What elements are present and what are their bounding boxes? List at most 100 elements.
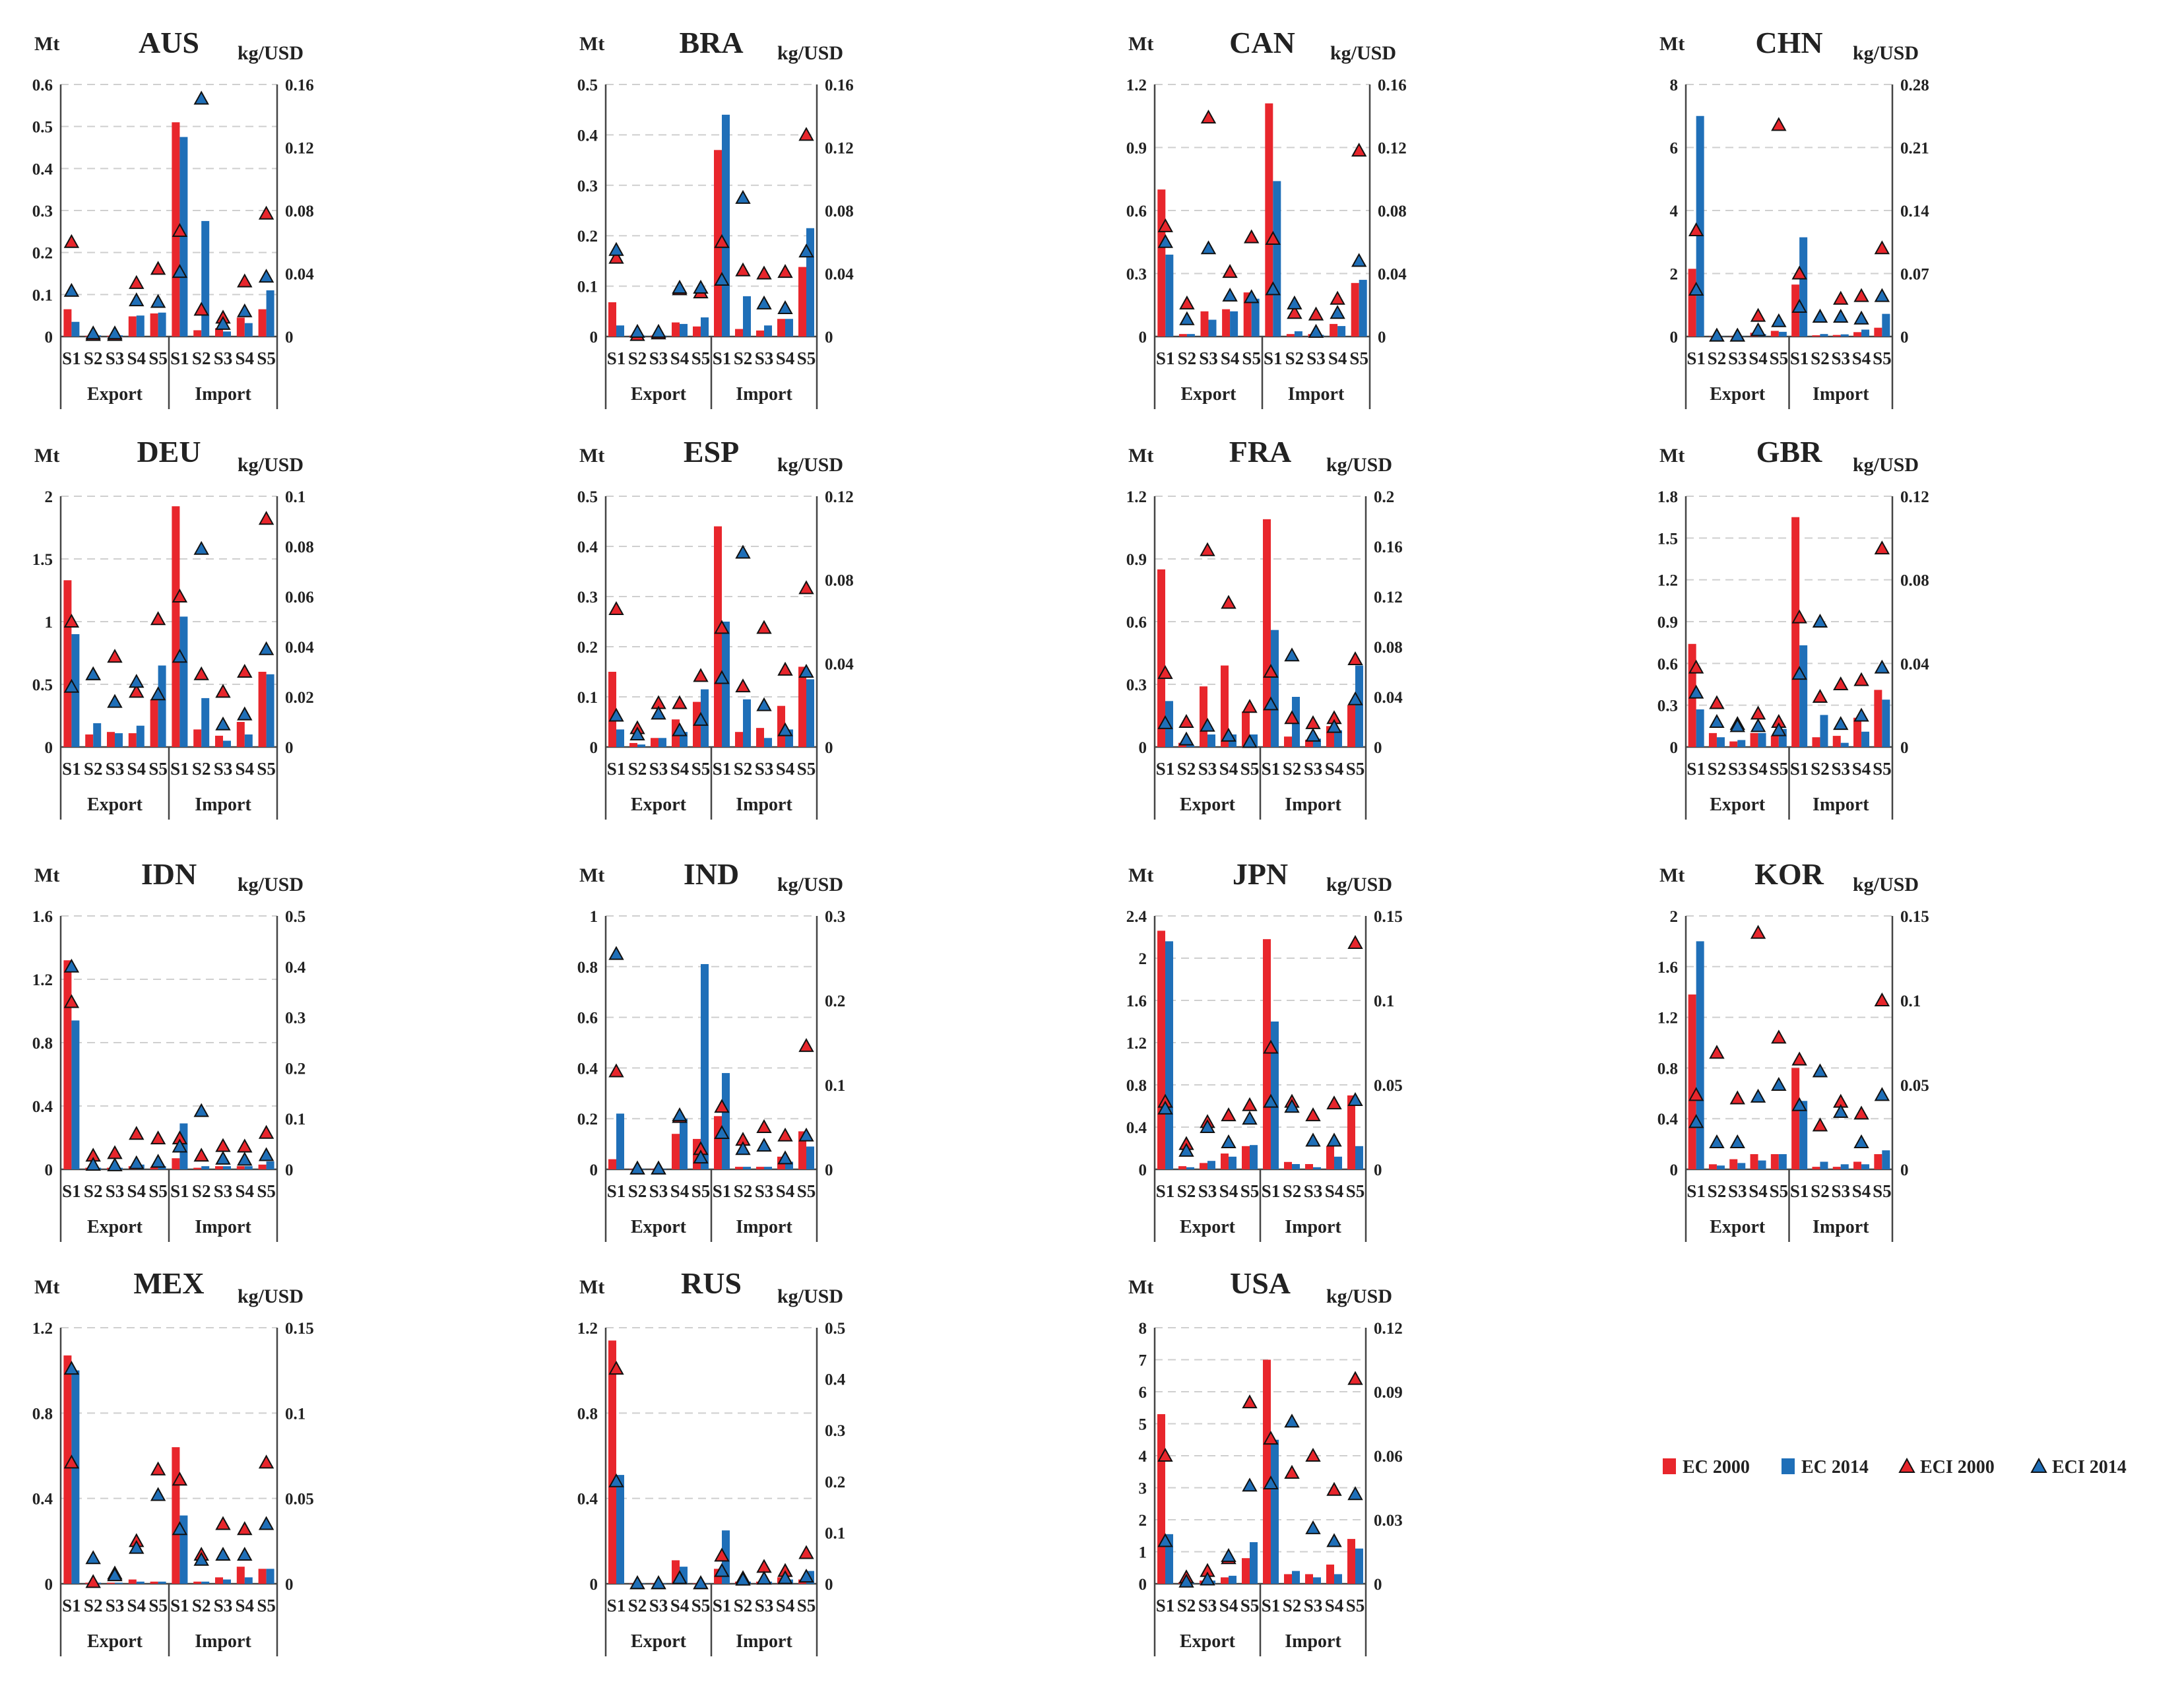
marker-eci2000 <box>1157 218 1173 232</box>
bar-ec2000 <box>85 734 94 747</box>
y-right-tick-label: 0 <box>1374 1576 1382 1594</box>
bar-ec2014 <box>266 290 274 337</box>
bar-ec2014 <box>616 1475 624 1584</box>
x-tick-label: S1 <box>713 348 732 368</box>
x-tick-label: S2 <box>1708 759 1727 779</box>
marker-eci2000 <box>237 663 253 678</box>
bar-ec2014 <box>1737 740 1746 747</box>
y-right-unit-label: kg/USD <box>777 1285 843 1307</box>
marker-eci2014 <box>1791 1097 1807 1111</box>
y-right-tick-label: 0 <box>285 1576 294 1594</box>
bar-ec2000 <box>1853 332 1862 337</box>
y-right-unit-label: kg/USD <box>1853 42 1919 64</box>
marker-eci2014 <box>258 1147 274 1161</box>
x-tick-label: S5 <box>1240 1181 1260 1201</box>
marker-eci2000 <box>1263 1039 1279 1054</box>
marker-eci2014 <box>85 666 101 680</box>
marker-eci2000 <box>608 601 624 615</box>
marker-eci2014 <box>63 1361 80 1375</box>
x-tick-label: S5 <box>797 1181 816 1201</box>
bar-ec2014 <box>1313 1577 1321 1584</box>
y-right-tick-label: 0.28 <box>1900 77 1929 94</box>
marker-eci2000 <box>1287 305 1302 319</box>
y-left-tick-label: 0 <box>45 1576 53 1594</box>
y-left-tick-label: 0.2 <box>577 639 598 657</box>
marker-eci2014 <box>63 282 80 297</box>
marker-eci2000 <box>1709 695 1725 709</box>
y-left-tick-label: 0 <box>1139 1576 1147 1594</box>
y-right-tick-label: 0.5 <box>285 908 305 926</box>
marker-eci2000 <box>1305 1107 1321 1122</box>
bar-ec2000 <box>608 1340 616 1584</box>
marker-eci2000 <box>172 222 188 238</box>
marker-eci2014 <box>1265 281 1281 296</box>
x-tick-label: S2 <box>628 1596 647 1615</box>
panel-title: RUS <box>681 1266 742 1300</box>
bar-ec2014 <box>764 325 772 337</box>
y-left-tick-label: 0.9 <box>1126 140 1147 158</box>
marker-eci2014 <box>1242 1478 1258 1492</box>
marker-eci2000 <box>85 1574 101 1588</box>
marker-eci2000 <box>1688 659 1704 674</box>
x-tick-label: S2 <box>1811 759 1830 779</box>
y-right-tick-label: 0 <box>825 329 833 346</box>
y-right-tick-label: 0.21 <box>1900 140 1929 158</box>
y-left-tick-label: 5 <box>1139 1416 1147 1434</box>
bar-ec2014 <box>266 674 274 747</box>
y-right-tick-label: 0 <box>1900 739 1909 757</box>
x-tick-label: S1 <box>1156 348 1175 368</box>
x-tick-label: S3 <box>1199 348 1218 368</box>
y-right-tick-label: 0.02 <box>285 689 314 707</box>
x-tick-label: S5 <box>1240 759 1260 779</box>
x-tick-label: S2 <box>1283 1181 1302 1201</box>
y-right-tick-label: 0 <box>1378 329 1386 346</box>
marker-eci2014 <box>651 705 666 720</box>
bar-ec2014 <box>223 331 231 337</box>
y-left-unit-label: Mt <box>579 864 604 886</box>
bar-ec2000 <box>1874 1154 1882 1169</box>
bar-ec2014 <box>658 738 666 747</box>
bar-ec2014 <box>1820 715 1828 747</box>
marker-eci2014 <box>651 1160 666 1175</box>
marker-eci2000 <box>193 1148 209 1162</box>
marker-eci2000 <box>107 649 123 663</box>
panel-title: IND <box>684 857 739 891</box>
bar-ec2000 <box>1832 736 1841 747</box>
x-tick-label: S3 <box>214 759 233 779</box>
marker-eci2000 <box>1771 1029 1787 1044</box>
x-tick-label: S2 <box>1177 1181 1196 1201</box>
x-tick-label: S4 <box>1852 759 1871 779</box>
bar-ec2000 <box>1770 331 1779 337</box>
bar-ec2000 <box>1265 103 1273 337</box>
y-right-unit-label: kg/USD <box>777 874 843 895</box>
marker-eci2014 <box>672 279 688 294</box>
bar-ec2014 <box>1758 732 1766 747</box>
x-tick-label: S4 <box>1852 1181 1871 1201</box>
bar-ec2014 <box>1334 1574 1342 1584</box>
bar-ec2014 <box>616 325 624 337</box>
bar-ec2014 <box>158 312 166 337</box>
x-tick-label: S1 <box>62 1181 81 1201</box>
marker-eci2014 <box>1200 240 1217 255</box>
y-left-tick-label: 6 <box>1670 140 1679 158</box>
y-left-tick-label: 0.3 <box>1126 676 1147 694</box>
x-tick-label: S1 <box>1262 759 1281 779</box>
y-right-tick-label: 0 <box>285 329 294 346</box>
y-left-unit-label: Mt <box>1128 445 1153 467</box>
bar-ec2014 <box>1251 298 1260 337</box>
bar-ec2014 <box>1271 1439 1279 1584</box>
bar-ec2014 <box>158 1166 166 1169</box>
y-left-unit-label: Mt <box>579 33 604 55</box>
bar-ec2014 <box>1696 709 1704 747</box>
x-tick-label: S5 <box>797 348 816 368</box>
marker-eci2000 <box>1242 1097 1258 1111</box>
x-tick-label: S5 <box>1770 348 1789 368</box>
marker-eci2000 <box>1853 1105 1869 1120</box>
bar-ec2000 <box>128 733 137 747</box>
marker-eci2000 <box>756 265 772 280</box>
marker-eci2014 <box>651 323 666 338</box>
x-tick-label: S3 <box>214 1181 233 1201</box>
marker-eci2000 <box>1305 715 1321 729</box>
marker-eci2014 <box>608 946 624 960</box>
